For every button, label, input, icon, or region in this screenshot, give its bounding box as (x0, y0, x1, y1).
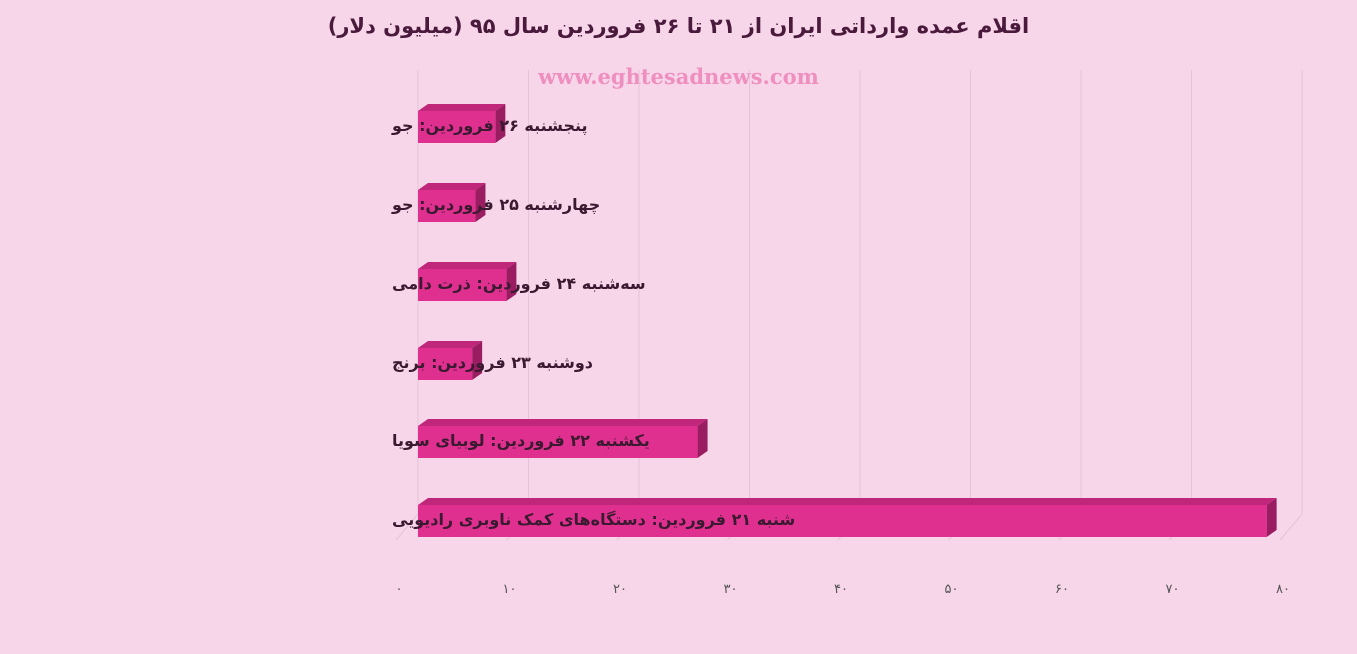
bar-side (506, 262, 517, 301)
category-label: پنجشنبه ۲۶ فروردین: جو (391, 116, 588, 136)
x-tick-label: ۸۰ (1276, 582, 1290, 597)
bar-side (697, 419, 708, 458)
bar (418, 190, 476, 222)
bar-top (418, 104, 506, 111)
bar-side (472, 341, 483, 380)
category-label: یکشنبه ۲۲ فروردین: لوبیای سویا (392, 431, 650, 450)
x-tick-label: ۱۰ (503, 582, 517, 597)
x-tick-label: ۵۰ (945, 582, 959, 597)
category-label: سه‌شنبه ۲۴ فروردین: ذرت دامی (392, 274, 646, 293)
gridline-floor (395, 513, 419, 541)
bar-side (475, 183, 486, 222)
bar (418, 348, 473, 380)
gridline-floor (1279, 513, 1303, 541)
bar-top (418, 183, 486, 190)
bar-top (418, 419, 708, 426)
x-tick-label: ۲۰ (613, 582, 627, 597)
x-tick-label: ۰ (396, 582, 403, 597)
category-label: شنبه ۲۱ فروردین: دستگاه‌های کمک ناوبری ر… (392, 510, 795, 529)
bar-top (418, 498, 1277, 505)
bar-side (495, 104, 506, 143)
bar (418, 269, 507, 301)
chart-title: اقلام عمده وارداتی ایران از ۲۱ تا ۲۶ فرو… (327, 14, 1030, 38)
category-label: دوشنبه ۲۳ فروردین: برنج (392, 353, 593, 372)
bar (418, 111, 496, 143)
bar-top (418, 262, 517, 269)
bar (418, 505, 1267, 537)
bar (418, 426, 698, 458)
x-tick-label: ۷۰ (1166, 582, 1180, 597)
category-label: چهارشنبه ۲۵ فروردین: جو (391, 195, 600, 215)
bar-side (1266, 498, 1277, 537)
watermark: www.eghtesadnews.com (538, 64, 819, 89)
x-tick-label: ۳۰ (724, 582, 738, 597)
x-tick-label: ۴۰ (834, 582, 848, 597)
x-tick-label: ۶۰ (1055, 582, 1069, 597)
bar-top (418, 341, 483, 348)
